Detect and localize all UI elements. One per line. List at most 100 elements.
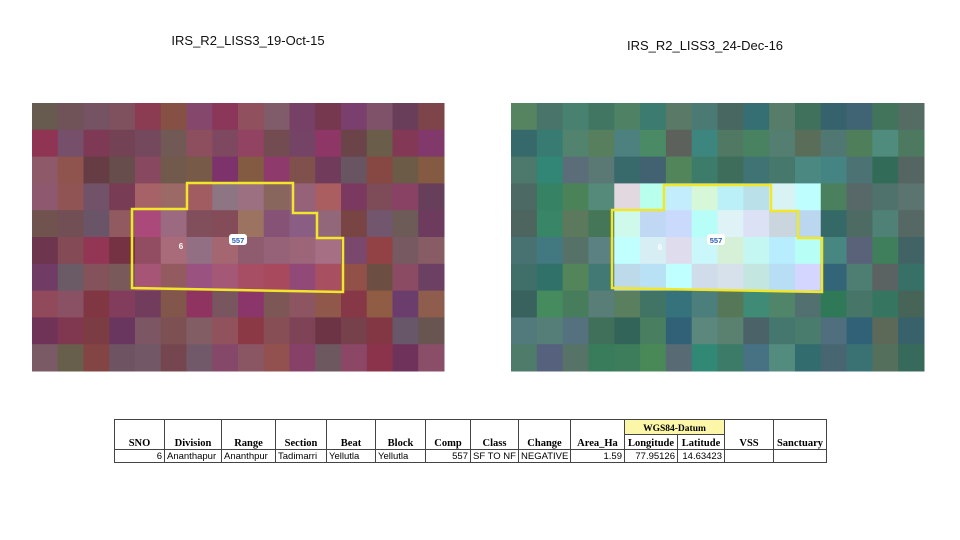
pixel — [536, 317, 564, 345]
pixel — [898, 290, 925, 318]
pixel — [160, 156, 187, 184]
pixel — [691, 183, 718, 211]
pixel — [846, 183, 873, 211]
pixel — [846, 290, 873, 318]
pixel — [872, 210, 899, 238]
pixel — [263, 156, 290, 184]
pixel — [511, 129, 538, 158]
pixel — [212, 263, 239, 292]
pixel — [160, 129, 187, 158]
pixel — [418, 290, 445, 318]
pixel — [392, 156, 419, 184]
pixel — [846, 263, 873, 292]
pixel — [846, 156, 873, 184]
pixel — [536, 237, 564, 265]
pixel — [691, 103, 718, 131]
column-header: Block — [375, 419, 426, 450]
pixel — [640, 317, 667, 345]
pixel — [562, 317, 589, 345]
pixel — [614, 156, 641, 184]
column-header: SNO — [114, 419, 165, 450]
pixel — [640, 210, 667, 238]
pixel — [769, 183, 796, 211]
pixel — [588, 317, 615, 345]
pixel — [717, 210, 744, 238]
pixel — [743, 263, 770, 292]
pixel — [57, 263, 84, 292]
pixel — [109, 183, 136, 211]
pixel — [536, 263, 564, 292]
pixel — [57, 129, 84, 158]
pixel — [872, 317, 899, 345]
pixel — [665, 156, 693, 184]
column-header: Comp — [425, 419, 471, 450]
pixel — [392, 103, 419, 131]
pixel — [769, 263, 796, 292]
pixel — [588, 156, 615, 184]
pixel — [160, 183, 187, 211]
pixel — [562, 344, 589, 372]
pixel — [717, 344, 744, 372]
pixel — [562, 103, 589, 131]
pixel — [614, 317, 641, 345]
pixel — [315, 210, 342, 238]
comp-label: 557 — [232, 236, 245, 245]
pixel — [794, 344, 822, 372]
pixel — [263, 344, 290, 372]
pixel — [562, 156, 589, 184]
pixel — [511, 210, 538, 238]
pixel — [820, 317, 848, 345]
pixel — [640, 344, 667, 372]
pixel — [665, 290, 693, 318]
pixel — [665, 103, 693, 131]
pixel — [418, 317, 445, 345]
pixel — [57, 237, 84, 265]
table-cell: SF TO NF — [470, 449, 519, 463]
pixel — [366, 317, 393, 345]
pixel — [366, 103, 393, 131]
pixel — [135, 237, 162, 265]
pixel — [872, 183, 899, 211]
pixel — [315, 103, 342, 131]
pixel — [717, 103, 744, 131]
column-header: Change — [518, 419, 571, 450]
pixel — [418, 263, 445, 292]
pixel — [186, 183, 213, 211]
pixel — [341, 103, 368, 131]
column-header: Class — [470, 419, 519, 450]
pixel — [366, 290, 393, 318]
pixel — [263, 129, 290, 158]
pixel — [341, 344, 368, 372]
pixel — [872, 156, 899, 184]
pixel — [846, 344, 873, 372]
pixel — [160, 210, 187, 238]
pixel — [57, 103, 84, 131]
pixel — [898, 237, 925, 265]
pixel — [57, 344, 84, 372]
pixel — [212, 129, 239, 158]
parcel-label: 6 — [179, 242, 184, 251]
pixel — [820, 237, 848, 265]
pixel — [392, 317, 419, 345]
pixel — [418, 156, 445, 184]
pixel — [511, 263, 538, 292]
pixel — [83, 129, 110, 158]
table-cell: Yellutla — [326, 449, 376, 463]
pixel — [83, 263, 110, 292]
pixel — [238, 156, 265, 184]
pixel — [160, 237, 187, 265]
pixel — [769, 210, 796, 238]
pixel — [794, 263, 822, 292]
pixel — [640, 103, 667, 131]
pixel — [186, 317, 213, 345]
pixel — [846, 129, 873, 158]
column-header: Sanctuary — [773, 419, 827, 450]
pixel — [820, 156, 848, 184]
pixel — [820, 290, 848, 318]
pixel — [794, 290, 822, 318]
pixel — [83, 237, 110, 265]
pixel — [418, 237, 445, 265]
label-box — [707, 234, 725, 245]
pixel — [289, 344, 316, 372]
